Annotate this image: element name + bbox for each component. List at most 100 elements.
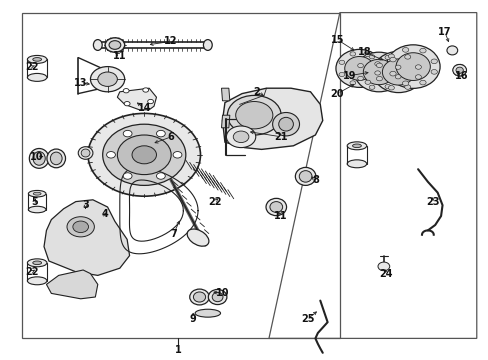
Text: 19: 19: [342, 71, 356, 81]
Ellipse shape: [208, 289, 226, 305]
Ellipse shape: [346, 160, 366, 168]
Ellipse shape: [269, 202, 282, 212]
Circle shape: [88, 113, 200, 196]
Circle shape: [173, 152, 182, 158]
Ellipse shape: [368, 55, 374, 59]
Ellipse shape: [364, 53, 370, 57]
Polygon shape: [44, 200, 129, 275]
Ellipse shape: [33, 58, 41, 61]
Ellipse shape: [203, 40, 212, 50]
Circle shape: [123, 173, 132, 179]
Ellipse shape: [195, 309, 220, 317]
Ellipse shape: [47, 149, 65, 168]
Text: 22: 22: [25, 267, 39, 277]
Text: 22: 22: [208, 197, 222, 207]
Ellipse shape: [364, 80, 370, 84]
Ellipse shape: [352, 144, 361, 148]
Ellipse shape: [402, 81, 408, 86]
Text: 7: 7: [170, 229, 177, 239]
Ellipse shape: [189, 289, 209, 305]
Circle shape: [98, 72, 117, 86]
Ellipse shape: [338, 72, 344, 77]
Circle shape: [227, 95, 281, 135]
Ellipse shape: [27, 259, 47, 267]
Ellipse shape: [394, 65, 400, 69]
Text: 20: 20: [330, 89, 344, 99]
Ellipse shape: [265, 198, 286, 216]
Text: 5: 5: [31, 197, 38, 207]
Ellipse shape: [430, 59, 436, 64]
Ellipse shape: [376, 63, 382, 68]
Circle shape: [102, 124, 185, 185]
Ellipse shape: [81, 149, 90, 157]
Ellipse shape: [372, 51, 423, 93]
Ellipse shape: [374, 62, 380, 66]
Ellipse shape: [414, 75, 421, 79]
Ellipse shape: [78, 147, 93, 159]
Circle shape: [73, 221, 88, 233]
Text: 1: 1: [175, 345, 182, 355]
Ellipse shape: [33, 261, 41, 265]
Ellipse shape: [27, 55, 47, 63]
Ellipse shape: [295, 167, 315, 185]
Circle shape: [147, 99, 153, 104]
Circle shape: [67, 217, 94, 237]
Text: 11: 11: [274, 211, 287, 221]
Ellipse shape: [28, 190, 46, 197]
Circle shape: [377, 262, 389, 271]
Ellipse shape: [93, 40, 102, 50]
Text: 3: 3: [82, 200, 89, 210]
Text: 25: 25: [301, 314, 314, 324]
Ellipse shape: [193, 292, 205, 302]
Ellipse shape: [384, 85, 390, 89]
Ellipse shape: [357, 76, 363, 81]
Circle shape: [124, 102, 130, 106]
Circle shape: [226, 126, 255, 148]
Ellipse shape: [50, 152, 62, 165]
Text: 18: 18: [357, 47, 370, 57]
Text: 21: 21: [274, 132, 287, 142]
Text: 10: 10: [215, 288, 229, 298]
Text: 9: 9: [189, 314, 196, 324]
Text: 8: 8: [311, 175, 318, 185]
Polygon shape: [46, 270, 98, 299]
Ellipse shape: [212, 292, 223, 302]
Polygon shape: [222, 88, 322, 149]
Ellipse shape: [349, 52, 355, 56]
Ellipse shape: [29, 148, 49, 168]
Text: 16: 16: [454, 71, 468, 81]
Circle shape: [235, 102, 272, 129]
Text: 2: 2: [253, 87, 260, 97]
Ellipse shape: [363, 59, 394, 85]
Ellipse shape: [105, 38, 124, 52]
Ellipse shape: [278, 117, 293, 131]
Ellipse shape: [384, 55, 390, 59]
Text: 10: 10: [30, 152, 43, 162]
Circle shape: [156, 130, 165, 137]
Ellipse shape: [346, 142, 366, 150]
Ellipse shape: [349, 81, 355, 85]
Ellipse shape: [374, 71, 380, 75]
Circle shape: [123, 89, 129, 93]
Ellipse shape: [389, 57, 395, 62]
Ellipse shape: [430, 69, 436, 74]
Text: 12: 12: [164, 36, 178, 46]
Ellipse shape: [414, 65, 421, 69]
Ellipse shape: [357, 63, 363, 68]
Ellipse shape: [344, 57, 373, 80]
Ellipse shape: [452, 64, 466, 76]
Ellipse shape: [27, 73, 47, 81]
Polygon shape: [221, 88, 229, 101]
Ellipse shape: [382, 59, 414, 85]
Bar: [22, 13, 339, 338]
Ellipse shape: [386, 45, 439, 88]
Ellipse shape: [419, 48, 425, 53]
Ellipse shape: [354, 52, 403, 92]
Ellipse shape: [387, 86, 393, 90]
Ellipse shape: [455, 67, 462, 73]
Circle shape: [156, 173, 165, 179]
Polygon shape: [221, 115, 229, 128]
Circle shape: [106, 152, 115, 158]
Circle shape: [233, 131, 248, 143]
Text: 13: 13: [74, 78, 87, 88]
